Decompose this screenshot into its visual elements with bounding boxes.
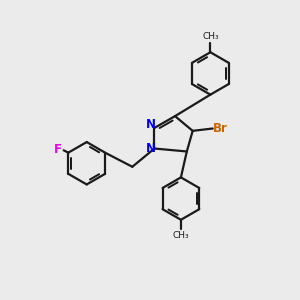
Text: CH₃: CH₃ [202,32,219,41]
Text: CH₃: CH₃ [172,231,189,240]
Text: Br: Br [213,122,228,135]
Text: N: N [146,142,156,155]
Text: N: N [146,118,156,131]
Text: F: F [54,142,62,156]
